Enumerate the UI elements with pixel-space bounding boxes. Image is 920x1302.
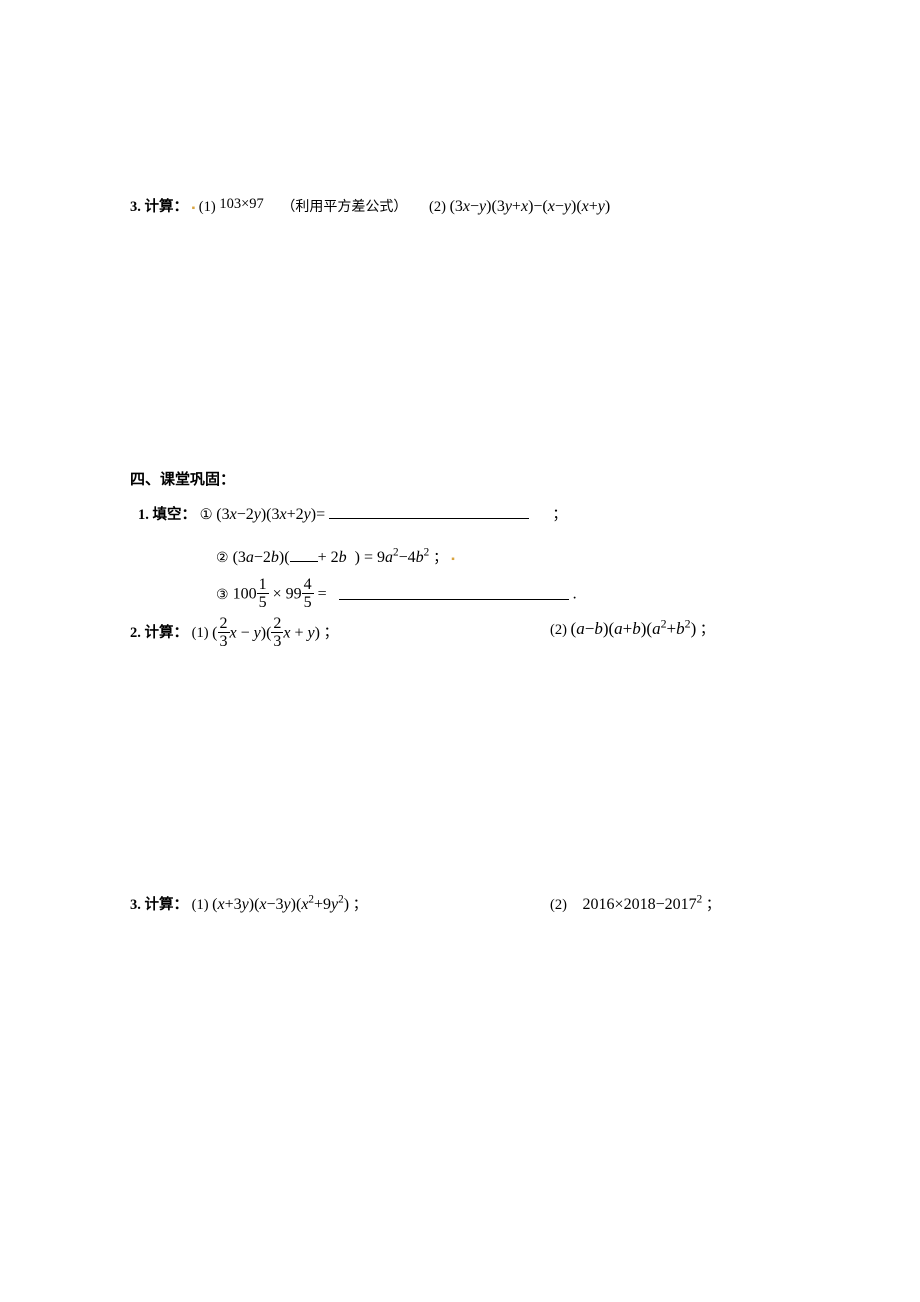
q1-i1: 1. 填空： ① (3x−2y)(3x+2y)= ； <box>130 503 810 524</box>
q1-i3: ③ 10015 × 9945 = . <box>130 577 810 612</box>
q1-i1-tail: ； <box>552 507 567 523</box>
q3-p1-label: (1) <box>199 199 216 215</box>
q1-i3-w2: 99 <box>286 585 302 602</box>
dot-decor: ▪ <box>192 203 196 214</box>
q1-i1-blank[interactable] <box>329 505 529 520</box>
q1-i1-mark: ① <box>200 507 213 523</box>
q1-i3-w1: 100 <box>233 585 257 602</box>
q2-p1-expr: (23x − y)(23x + y) <box>212 624 320 641</box>
sec4-heading: 四、课堂巩固： <box>130 468 810 489</box>
s4q3-p2-expr: 2016×2018−20172 <box>583 896 703 913</box>
q1-i3-times: × <box>273 585 282 602</box>
q2-prompt: 计算： <box>145 625 189 641</box>
q1-i3-tail: . <box>573 585 577 602</box>
s4q3-p1-expr: (x+3y)(x−3y)(x2+9y2) <box>212 896 349 913</box>
s4q3-p2-wrap: (2) 2016×2018−20172 ； <box>550 893 720 914</box>
q1-i3-eq: = <box>318 585 327 602</box>
q3-p2-expr: (3x−y)(3y+x)−(x−y)(x+y) <box>450 198 611 215</box>
q2-p2-expr: (a−b)(a+b)(a2+b2) <box>571 619 697 638</box>
q3-p2-label: (2) <box>429 199 446 215</box>
s4q3-p1-tail: ； <box>353 897 368 913</box>
s4q3-p2-label: (2) <box>550 897 567 913</box>
q1-i3-mark: ③ <box>216 586 229 602</box>
q3-label: 3. <box>130 199 141 215</box>
q3-p1-expr: 103×97 <box>219 196 263 212</box>
q1-i2-c: ) = 9a2−4b2 <box>351 549 430 566</box>
q3-line: 3. 计算： ▪ (1) 103×97 （利用平方差公式） (2) (3x−y)… <box>130 195 810 216</box>
q1-i1-lhs: (3x−2y)(3x+2y)= <box>216 506 325 523</box>
q1-i2-a: (3a−2b)( <box>233 549 290 566</box>
q1-i3-blankwrap <box>339 587 573 604</box>
page-content: 3. 计算： ▪ (1) 103×97 （利用平方差公式） (2) (3x−y)… <box>130 195 810 914</box>
dot-decor-2: ▪ <box>451 554 455 565</box>
q1-i3-f2: 45 <box>302 577 314 612</box>
q2-p2-label: (2) <box>550 622 567 638</box>
q1-label: 1. <box>138 507 149 523</box>
q3-p1-hint: （利用平方差公式） <box>281 200 407 215</box>
q1-i2: ② (3a−2b)( + 2b ) = 9a2−4b2 ； ▪ <box>130 546 810 567</box>
s4q3-p2-tail: ； <box>706 897 721 913</box>
q3-prompt: 计算： <box>145 199 189 215</box>
q1-i2-blank[interactable] <box>290 546 318 562</box>
q2-label: 2. <box>130 625 141 641</box>
s4q3-label: 3. <box>130 897 141 913</box>
q1-prompt: 填空： <box>153 507 197 523</box>
q2-line: 2. 计算： (1) (23x − y)(23x + y) ； (2) (a−b… <box>130 616 810 651</box>
q2-p1-label: (1) <box>192 625 209 641</box>
q2-p2-tail: ； <box>700 622 715 638</box>
q2-p1-tail: ； <box>324 625 339 641</box>
q2-p2-wrap: (2) (a−b)(a+b)(a2+b2) ； <box>550 618 714 639</box>
s4q3-p1-label: (1) <box>192 897 209 913</box>
s4q3-prompt: 计算： <box>145 897 189 913</box>
q1-i2-tail: ； <box>433 551 447 566</box>
s4q3-line: 3. 计算： (1) (x+3y)(x−3y)(x2+9y2) ； (2) 20… <box>130 893 810 914</box>
q1-i3-blank[interactable] <box>339 584 569 600</box>
q1-i2-mark: ② <box>216 549 229 565</box>
q1-i3-f1: 15 <box>257 577 269 612</box>
q1-i2-b: + 2b <box>318 549 347 566</box>
